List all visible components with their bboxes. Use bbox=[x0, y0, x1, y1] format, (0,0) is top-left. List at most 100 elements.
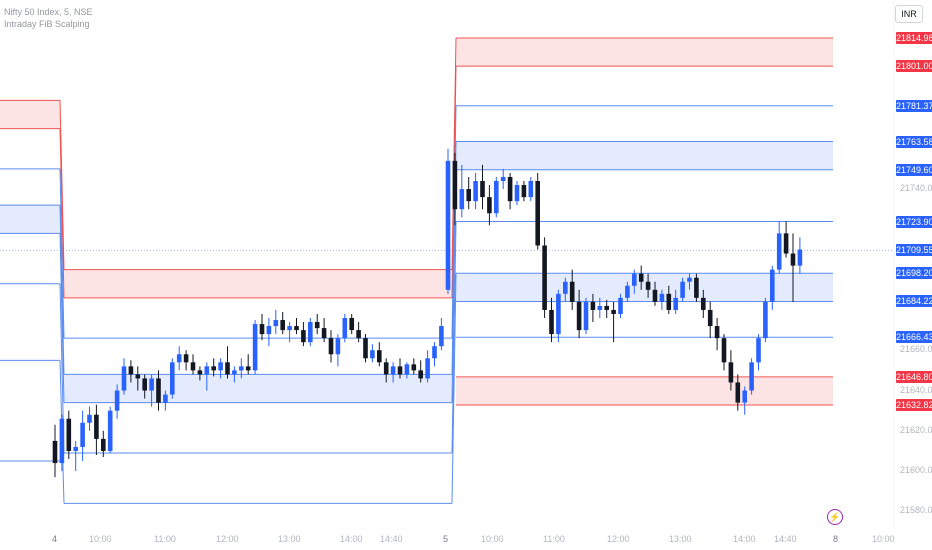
candle-body bbox=[549, 309, 554, 335]
time-tick: 14:40 bbox=[774, 534, 797, 544]
price-label-tag: 21709.55 bbox=[896, 244, 932, 257]
price-tick: 21620.00 bbox=[900, 424, 932, 435]
fib-level-connector bbox=[59, 100, 65, 270]
candle-body bbox=[156, 378, 161, 403]
candle-body bbox=[576, 301, 582, 331]
time-tick: 14:00 bbox=[733, 534, 756, 544]
candle-body bbox=[638, 273, 644, 282]
candle-body bbox=[190, 362, 196, 371]
candle-body bbox=[583, 301, 589, 331]
candle-body bbox=[521, 185, 527, 198]
fib-level-connector bbox=[451, 221, 457, 453]
candle-body bbox=[232, 370, 237, 375]
candle-body bbox=[335, 338, 341, 355]
candle-body bbox=[659, 293, 665, 302]
candle-body bbox=[211, 366, 216, 371]
price-tick: 21640.00 bbox=[900, 384, 932, 395]
candle-body bbox=[404, 364, 410, 375]
candle-body bbox=[666, 293, 672, 310]
candle-body bbox=[183, 354, 189, 363]
candle-body bbox=[197, 370, 203, 375]
candle-body bbox=[390, 366, 396, 375]
candle-body bbox=[466, 189, 471, 202]
candle-body bbox=[707, 309, 713, 327]
candle-body bbox=[170, 362, 175, 395]
price-label-tag: 21781.37 bbox=[896, 99, 932, 112]
price-label-tag: 21632.82 bbox=[896, 399, 932, 411]
lightning-icon[interactable]: ⚡ bbox=[827, 509, 843, 525]
candle-body bbox=[377, 350, 382, 363]
candle-body bbox=[107, 410, 113, 451]
candle-body bbox=[556, 293, 561, 335]
candle-body bbox=[101, 438, 106, 451]
candle-body bbox=[645, 281, 651, 290]
candle-body bbox=[349, 318, 354, 331]
candle-body bbox=[514, 185, 520, 202]
candle-body bbox=[225, 362, 230, 375]
candle-body bbox=[625, 285, 630, 298]
candle-body bbox=[218, 362, 223, 371]
candle-body bbox=[680, 281, 685, 298]
time-tick: 10:00 bbox=[481, 534, 504, 544]
time-tick: 4 bbox=[52, 534, 58, 544]
candle-body bbox=[239, 366, 244, 371]
candle-body bbox=[66, 418, 72, 451]
candle-body bbox=[473, 181, 478, 202]
candle-body bbox=[87, 414, 92, 423]
candle-body bbox=[604, 305, 609, 310]
candle-body bbox=[328, 338, 334, 355]
indicator-title: Intraday FiB Scalping bbox=[4, 19, 90, 29]
fib-zone bbox=[456, 141, 833, 170]
candle-body bbox=[494, 181, 499, 214]
candle-body bbox=[459, 189, 465, 210]
fib-level-connector bbox=[59, 205, 65, 375]
candle-body bbox=[797, 249, 803, 266]
price-tick: 21740.00 bbox=[900, 183, 932, 194]
candle-body bbox=[770, 269, 775, 302]
symbol-title: Nifty 50 Index, 5, NSE bbox=[4, 7, 93, 17]
candle-body bbox=[432, 346, 437, 359]
candle-body bbox=[294, 326, 299, 331]
candle-body bbox=[569, 281, 575, 302]
candle-body bbox=[411, 364, 417, 371]
candle-body bbox=[121, 366, 127, 391]
candle-body bbox=[308, 322, 313, 343]
candle-body bbox=[535, 181, 540, 246]
price-label-tag: 21801.00 bbox=[896, 60, 932, 73]
candle-body bbox=[507, 176, 513, 202]
fib-zone bbox=[64, 269, 452, 298]
candle-body bbox=[687, 277, 692, 282]
price-label-tag: 21814.98 bbox=[896, 32, 932, 44]
candle-body bbox=[418, 370, 423, 379]
candle-body bbox=[370, 350, 375, 359]
candle-body bbox=[80, 422, 85, 447]
price-tick: 21600.00 bbox=[900, 465, 932, 476]
candle-body bbox=[142, 378, 147, 391]
candle-body bbox=[721, 338, 727, 363]
candle-body bbox=[314, 322, 320, 329]
price-label-tag: 21698.20 bbox=[896, 267, 932, 280]
candle-body bbox=[480, 181, 485, 198]
candle-body bbox=[776, 233, 782, 270]
price-label-tag: 21763.58 bbox=[896, 135, 932, 148]
candle-body bbox=[356, 330, 361, 339]
candle-body bbox=[714, 326, 720, 339]
currency-button[interactable]: INR bbox=[895, 5, 923, 23]
price-label-tag: 21646.80 bbox=[896, 370, 932, 383]
candle-body bbox=[383, 362, 389, 375]
candle-body bbox=[694, 277, 699, 298]
time-tick: 14:00 bbox=[340, 534, 363, 544]
candle-body bbox=[52, 440, 58, 464]
candle-body bbox=[163, 394, 168, 403]
time-tick: 11:00 bbox=[154, 534, 176, 544]
candle-body bbox=[790, 253, 796, 266]
candle-body bbox=[590, 301, 596, 310]
candle-body bbox=[176, 354, 182, 363]
candle-body bbox=[259, 324, 265, 335]
candle-body bbox=[652, 289, 658, 302]
fib-zone bbox=[456, 38, 833, 67]
fib-level-connector bbox=[451, 105, 457, 339]
time-tick: 14:40 bbox=[380, 534, 403, 544]
candle-body bbox=[673, 297, 678, 310]
